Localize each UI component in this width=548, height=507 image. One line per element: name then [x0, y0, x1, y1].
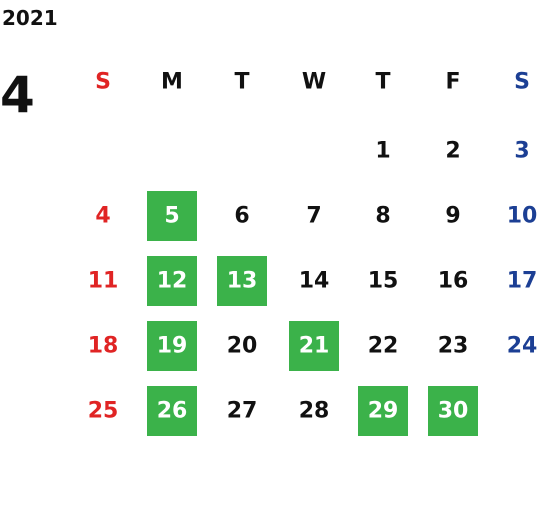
- day: 5: [164, 204, 179, 229]
- weekday-label: S: [95, 70, 111, 95]
- day: 29: [368, 399, 399, 424]
- day: 26: [157, 399, 188, 424]
- weekday-label: W: [302, 70, 326, 95]
- day: 3: [514, 139, 529, 164]
- day: 2: [445, 139, 460, 164]
- day: 19: [157, 334, 188, 359]
- day: 22: [368, 334, 399, 359]
- weekday-label: F: [445, 70, 460, 95]
- day: 27: [227, 399, 258, 424]
- day: 1: [375, 139, 390, 164]
- day: 9: [445, 204, 460, 229]
- highlight-box: [147, 321, 197, 371]
- day: 4: [95, 204, 110, 229]
- day: 21: [299, 334, 330, 359]
- day: 16: [438, 269, 469, 294]
- highlight-box: [217, 256, 267, 306]
- day: 23: [438, 334, 469, 359]
- day: 28: [299, 399, 330, 424]
- weekday-label: T: [375, 70, 390, 95]
- day: 13: [227, 269, 258, 294]
- day: 12: [157, 269, 188, 294]
- day: 11: [88, 269, 119, 294]
- day: 15: [368, 269, 399, 294]
- day: 25: [88, 399, 119, 424]
- highlight-box: [147, 256, 197, 306]
- day: 8: [375, 204, 390, 229]
- month: 4: [0, 66, 35, 124]
- highlight-box: [428, 386, 478, 436]
- day: 18: [88, 334, 119, 359]
- highlight-box: [147, 386, 197, 436]
- day: 17: [507, 269, 538, 294]
- highlight-box: [289, 321, 339, 371]
- weekday-label: S: [514, 70, 530, 95]
- day: 10: [507, 204, 538, 229]
- day: 6: [234, 204, 249, 229]
- highlight-box: [147, 191, 197, 241]
- day: 7: [306, 204, 321, 229]
- day: 14: [299, 269, 330, 294]
- weekday-label: M: [161, 70, 183, 95]
- year: 2021: [2, 6, 58, 30]
- day: 20: [227, 334, 258, 359]
- highlight-box: [358, 386, 408, 436]
- day: 24: [507, 334, 538, 359]
- weekday-label: T: [234, 70, 249, 95]
- day: 30: [438, 399, 469, 424]
